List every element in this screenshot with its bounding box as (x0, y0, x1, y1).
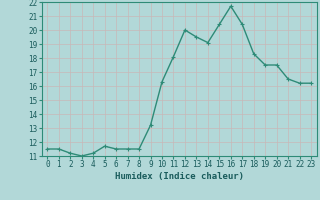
X-axis label: Humidex (Indice chaleur): Humidex (Indice chaleur) (115, 172, 244, 181)
